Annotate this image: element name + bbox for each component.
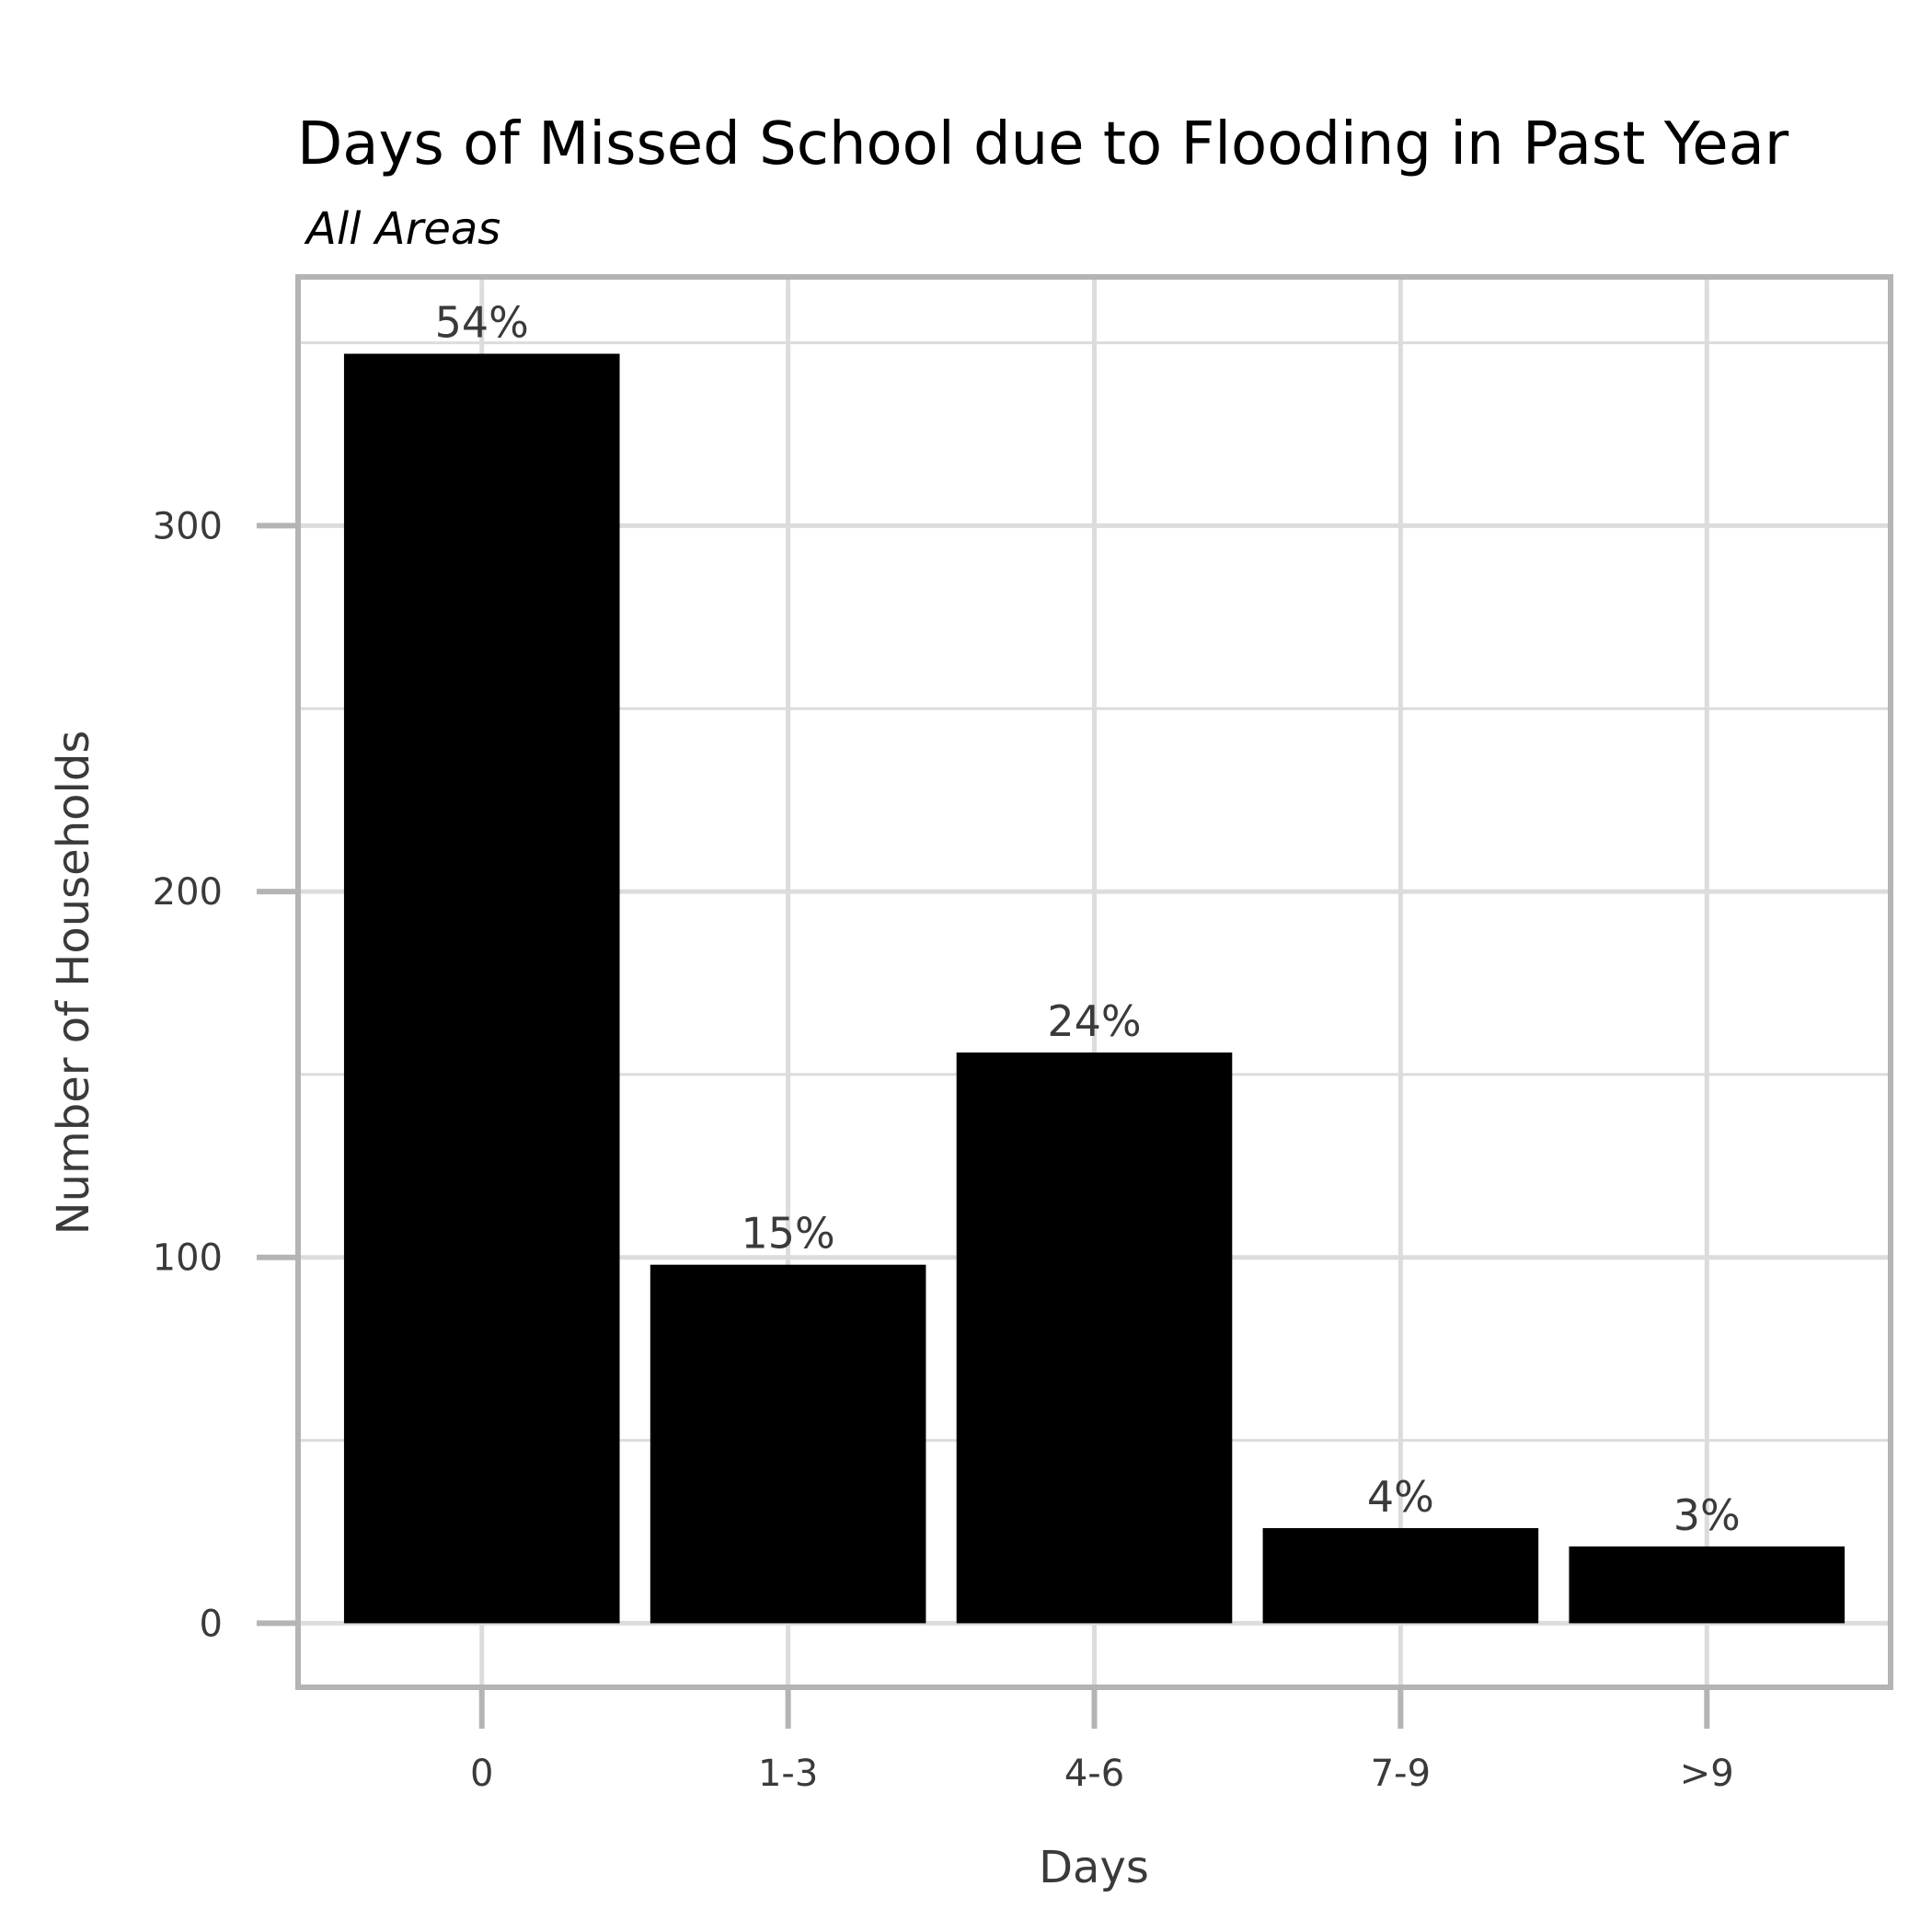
data-labels: 54% 15% 24% 4% 3%	[435, 298, 1741, 1540]
bar	[956, 1052, 1233, 1624]
x-tick-label: 4-6	[1064, 1753, 1124, 1795]
data-label: 54%	[435, 298, 529, 348]
x-axis: 0 1-3 4-6 7-9 >9	[470, 1687, 1734, 1795]
y-axis: 0 100 200 300	[153, 505, 298, 1645]
x-tick-label: 7-9	[1371, 1753, 1431, 1795]
y-axis-title: Number of Households	[48, 730, 99, 1236]
data-label: 3%	[1673, 1490, 1741, 1540]
data-label: 15%	[741, 1209, 834, 1259]
data-label: 24%	[1047, 996, 1141, 1046]
bar	[650, 1264, 926, 1624]
y-tick-label: 100	[153, 1237, 223, 1280]
x-tick-label: >9	[1680, 1753, 1734, 1795]
chart-subtitle: All Areas	[304, 203, 500, 255]
x-tick-label: 1-3	[758, 1753, 818, 1795]
x-tick-label: 0	[470, 1753, 493, 1795]
x-axis-title: Days	[1039, 1842, 1149, 1893]
chart-title: Days of Missed School due to Flooding in…	[297, 110, 1789, 178]
bars	[343, 353, 1846, 1624]
bar	[1262, 1528, 1539, 1624]
y-tick-label: 0	[200, 1603, 223, 1645]
bar	[343, 353, 620, 1624]
y-tick-label: 300	[153, 505, 223, 547]
data-label: 4%	[1367, 1472, 1434, 1522]
bar	[1569, 1546, 1846, 1624]
y-tick-label: 200	[153, 871, 223, 914]
